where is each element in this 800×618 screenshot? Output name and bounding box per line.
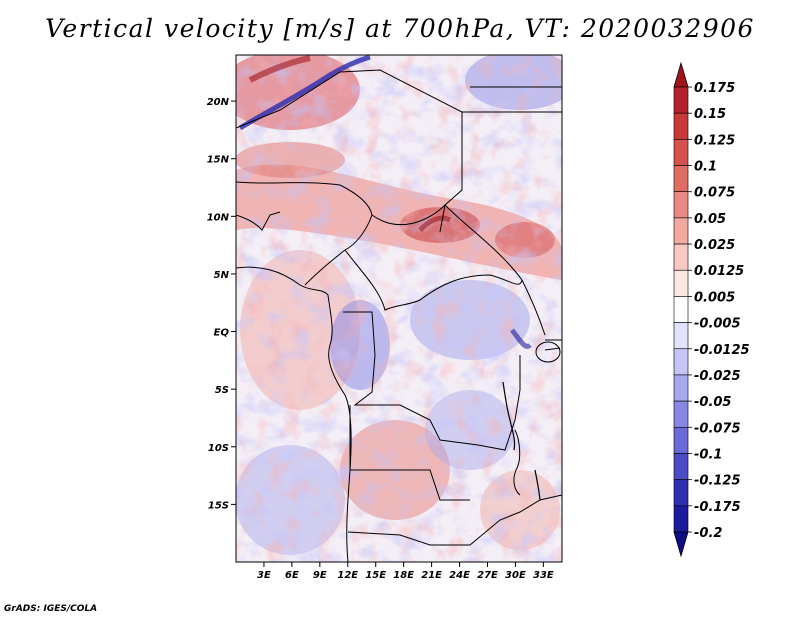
y-tick-label: 10S <box>208 443 229 454</box>
colorbar-label: 0.075 <box>694 186 735 201</box>
colorbar-bin <box>673 191 689 219</box>
colorbar-bin <box>673 86 689 114</box>
colorbar-bin <box>673 453 689 480</box>
x-axis: 3E 6E 9E 12E 15E 18E 21E 24E 27E 30E 33E <box>257 562 554 581</box>
y-tick-label: 5S <box>215 385 229 396</box>
velocity-field <box>236 55 562 562</box>
colorbar-top-extend <box>673 61 689 88</box>
colorbar-bin <box>673 296 689 323</box>
y-tick-label: EQ <box>214 328 230 339</box>
colorbar-label: 0.1 <box>694 160 717 175</box>
x-tick-label: 21E <box>421 570 442 581</box>
colorbar-label: -0.075 <box>694 421 741 436</box>
map-frame <box>235 54 563 563</box>
x-tick-label: 27E <box>477 570 498 581</box>
y-tick-label: 15S <box>208 500 229 511</box>
colorbar-bin <box>673 505 689 533</box>
y-tick-label: 10N <box>207 212 230 223</box>
x-tick-label: 18E <box>393 570 414 581</box>
colorbar-label: -0.05 <box>694 395 731 410</box>
colorbar-bin <box>673 426 689 454</box>
x-tick-label: 9E <box>313 570 327 581</box>
colorbar-bottom-extend <box>673 531 689 558</box>
colorbar-label: -0.0125 <box>694 343 750 358</box>
colorbar-bin <box>673 243 689 271</box>
colorbar-label: 0.0125 <box>694 264 744 279</box>
colorbar-label: 0.15 <box>694 107 726 122</box>
colorbar: 0.175 0.15 0.125 0.1 0.075 0.05 0.025 0.0125 0.0… <box>673 61 750 558</box>
colorbar-label: -0.025 <box>694 369 741 384</box>
x-tick-label: 12E <box>337 570 358 581</box>
colorbar-label: 0.005 <box>694 290 735 305</box>
colorbar-label: -0.005 <box>694 317 741 332</box>
x-tick-label: 30E <box>505 570 526 581</box>
colorbar-bin <box>673 112 689 140</box>
colorbar-bin <box>673 400 689 428</box>
colorbar-label: -0.125 <box>694 474 741 489</box>
colorbar-bin <box>673 269 689 297</box>
y-tick-label: 20N <box>207 97 230 108</box>
colorbar-bin <box>673 165 689 193</box>
y-tick-label: 5N <box>214 270 230 281</box>
colorbar-label: 0.025 <box>694 238 735 253</box>
x-tick-label: 24E <box>449 570 470 581</box>
colorbar-bin <box>673 479 689 507</box>
grads-credit: GrADS: IGES/COLA <box>4 604 98 614</box>
x-tick-label: 3E <box>257 570 271 581</box>
colorbar-bin <box>673 139 689 166</box>
chart-title: Vertical velocity [m/s] at 700hPa, VT: 2… <box>45 14 755 43</box>
colorbar-label: -0.175 <box>694 500 741 515</box>
colorbar-bin <box>673 322 689 350</box>
colorbar-label: 0.175 <box>694 81 735 96</box>
x-tick-label: 15E <box>365 570 386 581</box>
colorbar-bin <box>673 217 689 245</box>
colorbar-label: 0.125 <box>694 133 735 148</box>
colorbar-label: -0.1 <box>694 447 722 462</box>
y-axis: 20N 15N 10N 5N EQ 5S 10S 15S <box>207 97 236 511</box>
colorbar-bin <box>673 348 689 376</box>
colorbar-label: 0.05 <box>694 212 726 227</box>
y-tick-label: 15N <box>207 155 230 166</box>
x-tick-label: 33E <box>533 570 554 581</box>
colorbar-label: -0.2 <box>694 526 722 541</box>
colorbar-bin <box>673 374 689 402</box>
x-tick-label: 6E <box>285 570 299 581</box>
